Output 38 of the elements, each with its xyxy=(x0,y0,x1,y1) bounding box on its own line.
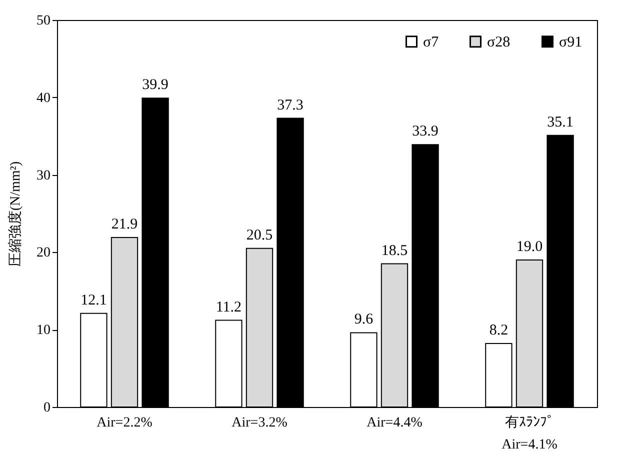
data-label: 9.6 xyxy=(354,312,374,328)
data-label: 37.3 xyxy=(277,97,304,114)
x-tick-label: Air=3.2% xyxy=(232,416,288,430)
bar xyxy=(412,144,439,408)
bar xyxy=(546,134,574,408)
bar xyxy=(215,320,242,408)
data-label: 12.1 xyxy=(80,292,107,308)
x-tick-label: 有ｽﾗﾝﾌﾟ Air=4.1% xyxy=(502,414,558,452)
data-label: 33.9 xyxy=(412,124,438,140)
bar xyxy=(350,332,378,408)
y-tick-label: 30 xyxy=(36,168,50,184)
data-label: 35.1 xyxy=(547,114,574,130)
y-tick-label: 0 xyxy=(44,400,50,416)
data-label: 39.9 xyxy=(142,77,168,94)
bar xyxy=(276,118,304,408)
y-tick-label: 10 xyxy=(36,323,50,338)
x-tick-label: Air=2.2% xyxy=(96,416,153,430)
bar xyxy=(380,263,408,408)
bar xyxy=(516,259,544,408)
legend-label: σ7 xyxy=(423,34,440,51)
y-tick-label: 50 xyxy=(36,14,50,28)
data-label: 18.5 xyxy=(381,242,408,259)
bar xyxy=(80,312,108,408)
data-label: 19.0 xyxy=(516,238,543,255)
y-axis-title: 圧縮強度(N/mm²) xyxy=(8,161,24,267)
data-label: 20.5 xyxy=(246,227,273,244)
y-tick-label: 20 xyxy=(36,246,50,261)
data-label: 21.9 xyxy=(111,216,138,232)
bar xyxy=(110,236,138,408)
bar xyxy=(142,98,169,408)
bar xyxy=(485,343,512,408)
x-tick-label: Air=4.4% xyxy=(366,416,423,430)
data-label: 8.2 xyxy=(489,322,508,339)
legend-label: σ28 xyxy=(487,34,510,51)
y-tick-label: 40 xyxy=(36,90,50,106)
data-label: 11.2 xyxy=(216,299,242,316)
legend-label: σ91 xyxy=(559,34,582,51)
bar xyxy=(246,248,274,408)
